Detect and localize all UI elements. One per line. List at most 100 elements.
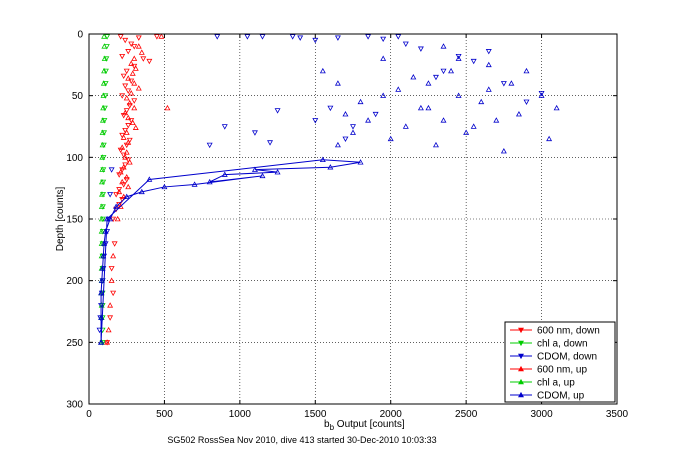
x-axis-label: bb Output [counts]	[324, 419, 405, 432]
data-point	[327, 105, 334, 112]
data-point	[120, 73, 127, 80]
data-point	[140, 56, 147, 62]
data-point	[122, 83, 129, 89]
data-point	[113, 192, 120, 198]
data-point	[470, 58, 477, 65]
data-point	[538, 90, 545, 97]
y-tick-label: 150	[66, 215, 83, 226]
y-tick-label: 200	[66, 276, 83, 287]
data-point	[126, 99, 133, 106]
data-point	[251, 130, 258, 136]
x-tick-label: 3000	[530, 409, 553, 420]
data-point	[463, 129, 470, 135]
x-tick-label: 500	[156, 409, 173, 420]
data-point	[117, 34, 124, 40]
data-point	[108, 277, 115, 283]
series-3	[104, 33, 171, 345]
y-tick-label: 250	[66, 338, 83, 349]
x-axis-label-rest: Output [counts]	[334, 419, 405, 430]
legend-label: chl a, up	[537, 378, 575, 389]
data-point	[523, 99, 530, 105]
legend-label: 600 nm, down	[537, 326, 600, 337]
data-point	[122, 154, 129, 160]
data-point	[128, 78, 135, 84]
data-point	[99, 154, 106, 160]
data-point	[523, 67, 530, 74]
data-point	[327, 164, 334, 170]
data-point	[455, 55, 462, 61]
series-line	[100, 159, 361, 343]
data-point	[131, 104, 138, 111]
data-point	[123, 177, 130, 183]
data-point	[553, 104, 560, 111]
data-point	[455, 92, 462, 98]
data-point	[99, 166, 106, 172]
data-point	[105, 326, 112, 333]
series-5	[98, 43, 560, 345]
data-point	[297, 35, 304, 41]
data-point	[99, 141, 106, 148]
data-point	[334, 35, 341, 41]
data-point	[206, 142, 213, 149]
data-point	[365, 34, 372, 40]
data-point	[128, 60, 135, 66]
caption: SG502 RossSea Nov 2010, dive 413 started…	[167, 435, 436, 445]
data-point	[334, 141, 341, 148]
data-point	[274, 169, 281, 175]
x-tick-label: 2500	[455, 409, 478, 420]
data-point	[98, 314, 105, 320]
data-point	[214, 34, 221, 40]
data-point	[125, 139, 132, 145]
legend-entry: chl a, up	[510, 378, 575, 389]
data-point	[101, 240, 108, 246]
data-point	[119, 53, 126, 60]
data-point	[101, 118, 108, 124]
x-axis-label-main: b	[324, 419, 330, 430]
data-point	[432, 141, 439, 148]
data-point	[538, 92, 545, 98]
data-point	[350, 124, 356, 130]
data-point	[101, 55, 108, 61]
legend-entry: 600 nm, down	[510, 326, 600, 337]
data-point	[372, 111, 379, 118]
data-point	[126, 103, 133, 109]
data-point	[100, 179, 107, 186]
data-point	[357, 98, 364, 105]
data-point	[122, 37, 129, 44]
data-point	[380, 92, 387, 98]
data-point	[123, 129, 130, 135]
data-point	[104, 215, 111, 222]
legend-label: CDOM, down	[537, 352, 597, 363]
data-point	[100, 92, 107, 98]
data-point	[110, 216, 117, 223]
data-point	[158, 33, 165, 39]
data-point	[102, 81, 109, 87]
marks	[96, 33, 560, 346]
data-point	[312, 37, 319, 44]
legend-marker	[518, 378, 524, 385]
data-point	[221, 171, 228, 177]
data-point	[138, 49, 145, 55]
data-point	[135, 43, 142, 49]
data-point	[99, 117, 106, 123]
legend-entry: CDOM, down	[510, 352, 597, 363]
data-point	[417, 104, 424, 111]
data-point	[120, 193, 127, 200]
data-point	[103, 56, 110, 62]
data-point	[493, 117, 500, 123]
legend: 600 nm, down chl a, down CDOM, down 600 nm,…	[504, 321, 616, 403]
legend-marker	[518, 353, 524, 360]
data-point	[99, 204, 106, 210]
data-point	[146, 176, 153, 182]
x-tick-label: 3500	[606, 409, 629, 420]
data-point	[500, 81, 507, 87]
data-point	[123, 173, 130, 180]
data-point	[138, 188, 145, 195]
data-point	[117, 169, 124, 175]
data-point	[107, 302, 114, 308]
data-point	[402, 123, 409, 129]
data-point	[104, 339, 111, 345]
data-point	[98, 178, 105, 185]
data-point	[119, 93, 126, 99]
